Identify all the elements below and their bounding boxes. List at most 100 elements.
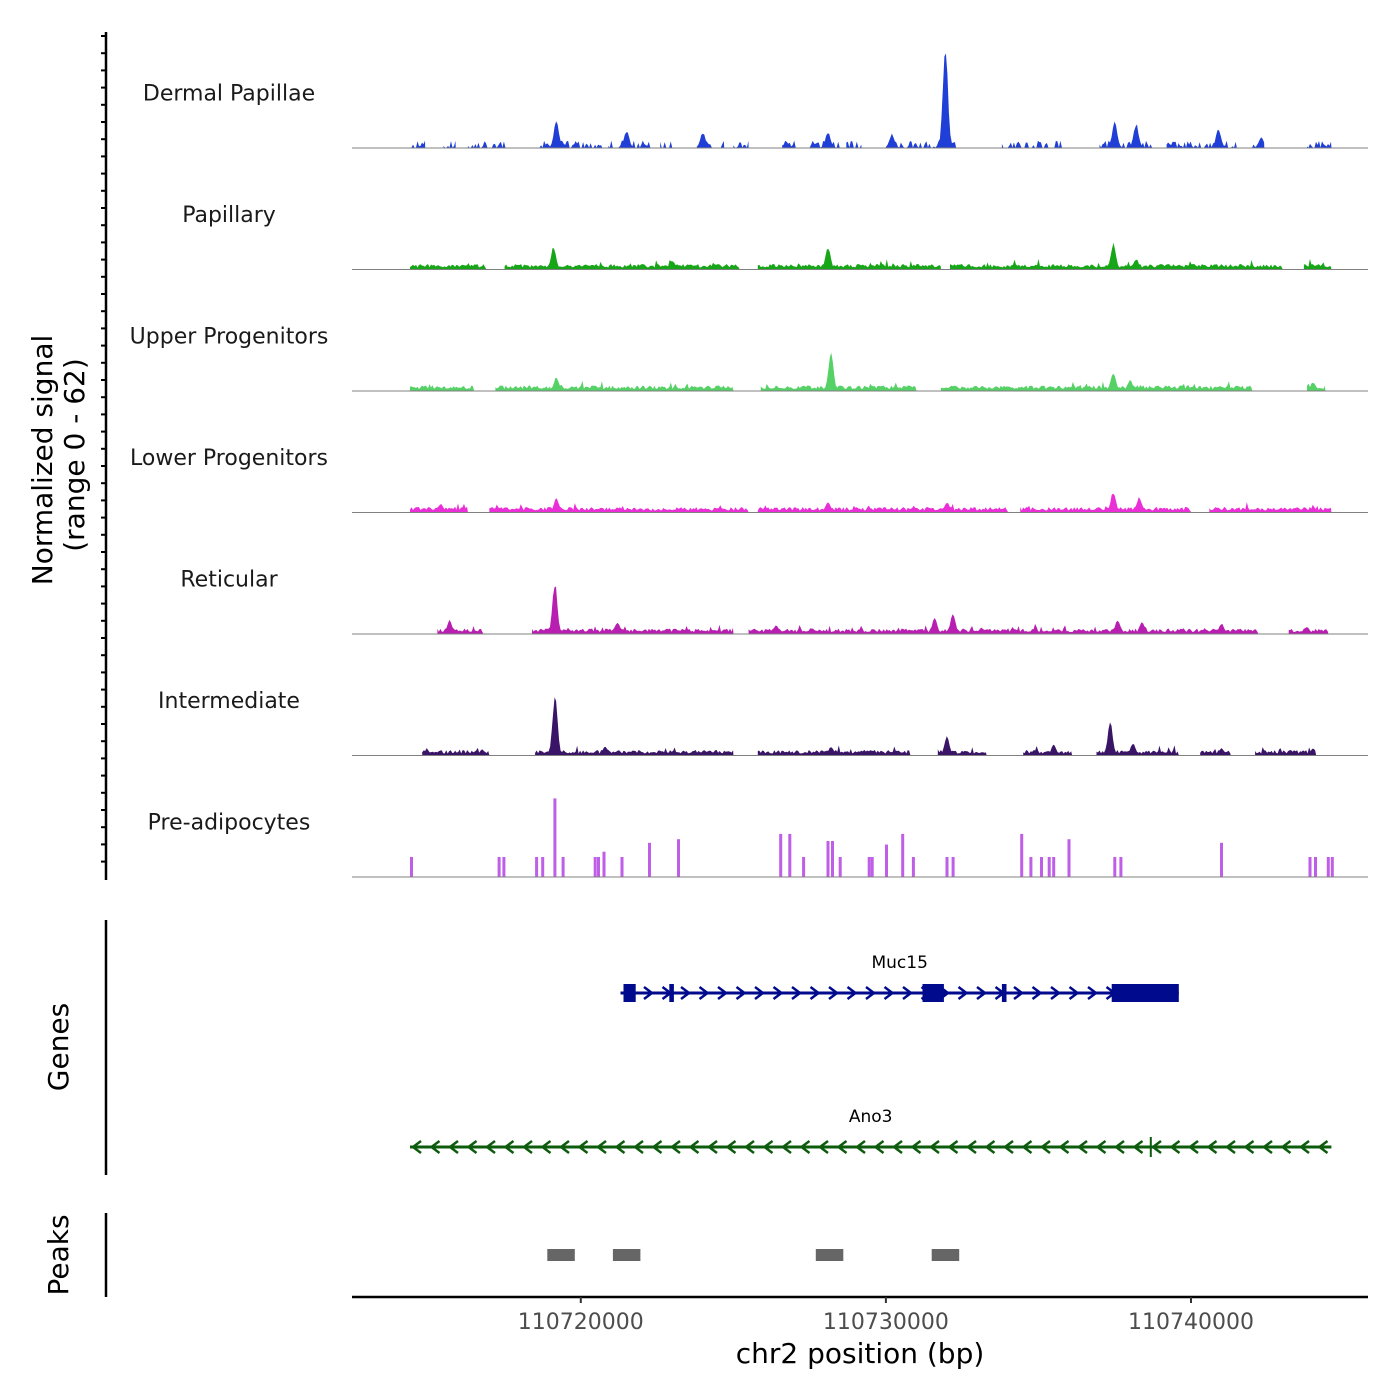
strand-arrow-left-icon [1002,1140,1014,1154]
gene-ano3: Ano3 [410,1107,1332,1157]
strand-arrow-left-icon [429,1140,441,1154]
strand-arrow-left-icon [1076,1140,1088,1154]
strand-arrow-right-icon [1031,986,1043,1000]
peak-track [547,1249,960,1261]
strand-arrow-left-icon [910,1140,922,1154]
signal-spike [1326,857,1330,877]
signal-spike [1220,842,1223,877]
signal-spike [1119,857,1123,877]
strand-arrow-left-icon [1206,1140,1218,1154]
signal-spike [1067,839,1071,877]
strand-arrow-right-icon [957,986,969,1000]
strand-arrow-right-icon [865,986,877,1000]
strand-arrow-right-icon [643,986,655,1000]
strand-arrow-left-icon [817,1140,829,1154]
signal-spike [561,857,565,877]
signal-spike [867,857,871,877]
strand-arrow-left-icon [1280,1140,1292,1154]
strand-arrow-left-icon [1187,1140,1199,1154]
signal-spike [1052,857,1056,877]
signal-area [410,53,1332,148]
strand-arrow-right-icon [883,986,895,1000]
peak-region [815,1249,844,1261]
track-label: Pre-adipocytes [148,811,311,836]
strand-arrow-left-icon [743,1140,755,1154]
signal-spike [1314,857,1317,877]
signal-spike [1020,833,1024,877]
signal-spike [1029,857,1033,877]
track-label: Papillary [182,203,276,228]
y-axis-title-line2: (range 0 - 62) [58,358,91,552]
signal-spike [1040,857,1043,877]
signal-spike [870,857,874,877]
strand-arrow-left-icon [780,1140,792,1154]
strand-arrow-right-icon [754,986,766,1000]
track-upper-progenitors: Upper Progenitors [130,325,1368,392]
gene-track: Muc15 Ano3 [410,953,1332,1157]
signal-spike [502,857,506,877]
gene-name-label: Muc15 [871,953,927,973]
strand-arrow-left-icon [984,1140,996,1154]
peak-region [612,1249,641,1261]
track-label: Upper Progenitors [130,325,329,350]
signal-area [410,242,1332,269]
strand-arrow-left-icon [651,1140,663,1154]
signal-spike [826,841,830,877]
strand-arrow-left-icon [1169,1140,1181,1154]
strand-arrow-left-icon [1113,1140,1125,1154]
track-lower-progenitors: Lower Progenitors [130,446,1368,513]
strand-arrow-left-icon [1243,1140,1255,1154]
signal-area [437,586,1329,634]
track-reticular: Reticular [180,568,1368,635]
signal-spike [779,833,783,877]
strand-arrow-right-icon [1050,986,1062,1000]
signal-spike [911,857,915,877]
strand-arrow-right-icon [680,986,692,1000]
track-label: Lower Progenitors [130,446,328,471]
gene-muc15: Muc15 [620,953,1179,1002]
signal-spike [497,857,501,877]
strand-arrow-right-icon [828,986,840,1000]
peak-region [931,1249,960,1261]
signal-spike [593,857,597,877]
strand-arrow-left-icon [669,1140,681,1154]
signal-spike [410,857,413,877]
strand-arrow-left-icon [1132,1140,1144,1154]
signal-spike [553,798,557,877]
strand-arrow-left-icon [1095,1140,1107,1154]
track-label: Dermal Papillae [143,82,315,107]
strand-arrow-left-icon [854,1140,866,1154]
signal-spike [945,857,949,877]
strand-arrow-left-icon [1150,1140,1162,1154]
signal-area [410,493,1332,512]
x-axis-title: chr2 position (bp) [736,1337,985,1370]
strand-arrow-right-icon [976,986,988,1000]
track-papillary: Papillary [182,203,1368,270]
x-axis-tick-label: 110730000 [823,1310,949,1335]
exon-block [623,984,636,1002]
exon-block [922,984,944,1002]
exon-block [669,984,674,1002]
strand-arrow-left-icon [632,1140,644,1154]
exon-block [1111,984,1179,1002]
track-label: Intermediate [158,689,300,714]
strand-arrow-left-icon [873,1140,885,1154]
strand-arrow-left-icon [836,1140,848,1154]
track-label: Reticular [180,568,278,593]
strand-arrow-left-icon [447,1140,459,1154]
strand-arrow-left-icon [928,1140,940,1154]
coverage-tracks: Dermal Papillae Papillary Upper Progenitor… [130,53,1368,878]
signal-spike [788,833,792,877]
track-dermal-papillae: Dermal Papillae [143,53,1368,149]
signal-spike [597,857,600,877]
signal-area [410,352,1326,391]
strand-arrow-right-icon [791,986,803,1000]
strand-arrow-right-icon [772,986,784,1000]
strand-arrow-left-icon [688,1140,700,1154]
strand-arrow-left-icon [614,1140,626,1154]
left-axis-group [101,32,108,1297]
signal-spike [901,833,905,877]
strand-arrow-left-icon [1317,1140,1329,1154]
exon-block [1149,1137,1152,1157]
strand-arrow-left-icon [410,1140,422,1154]
